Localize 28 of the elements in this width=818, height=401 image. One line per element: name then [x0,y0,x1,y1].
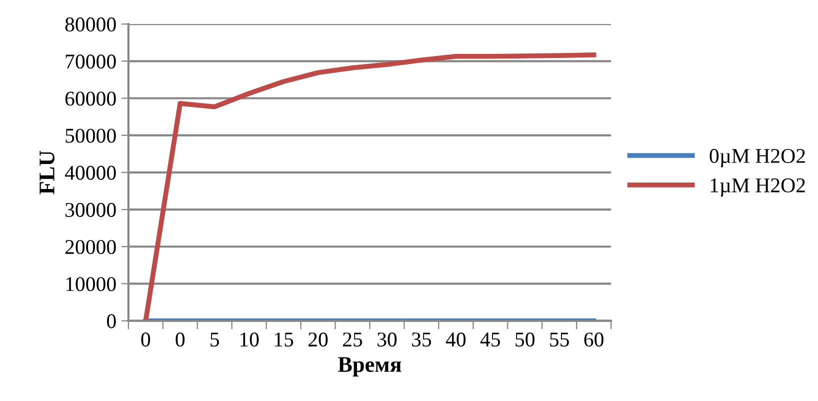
y-tick-label: 60000 [65,92,116,106]
x-axis-title: Время [338,357,402,377]
y-tick-label: 20000 [65,240,116,254]
y-axis-title: FLU [40,150,54,194]
x-tick-label: 40 [446,332,466,347]
y-tick-label: 0 [107,314,116,328]
x-tick-label: 35 [412,332,432,347]
y-tick-label: 30000 [66,202,116,217]
y-tick-label: 10000 [66,277,116,292]
y-tick-label: 40000 [64,166,116,180]
x-tick-label: 5 [210,332,220,347]
x-tick-label: 50 [516,332,534,347]
legend-label: 0µM H2O2 [710,148,805,168]
x-tick-label: 0 [176,332,185,347]
x-tick-label: 55 [550,332,569,347]
x-tick-label: 45 [480,332,500,347]
y-tick-label: 80000 [65,17,116,32]
x-tick-label: 15 [274,332,294,347]
legend-label: 1µM H2O2 [710,178,805,197]
x-tick-label: 25 [343,332,362,347]
line-series [143,52,596,321]
x-tick-label: 30 [378,332,397,347]
x-tick-label: 60 [584,332,604,347]
y-tick-label: 50000 [66,128,116,143]
x-tick-label: 20 [308,332,328,347]
x-tick-label: 0 [141,332,150,347]
x-tick-label: 10 [240,332,259,347]
y-tick-label: 70000 [66,54,116,69]
